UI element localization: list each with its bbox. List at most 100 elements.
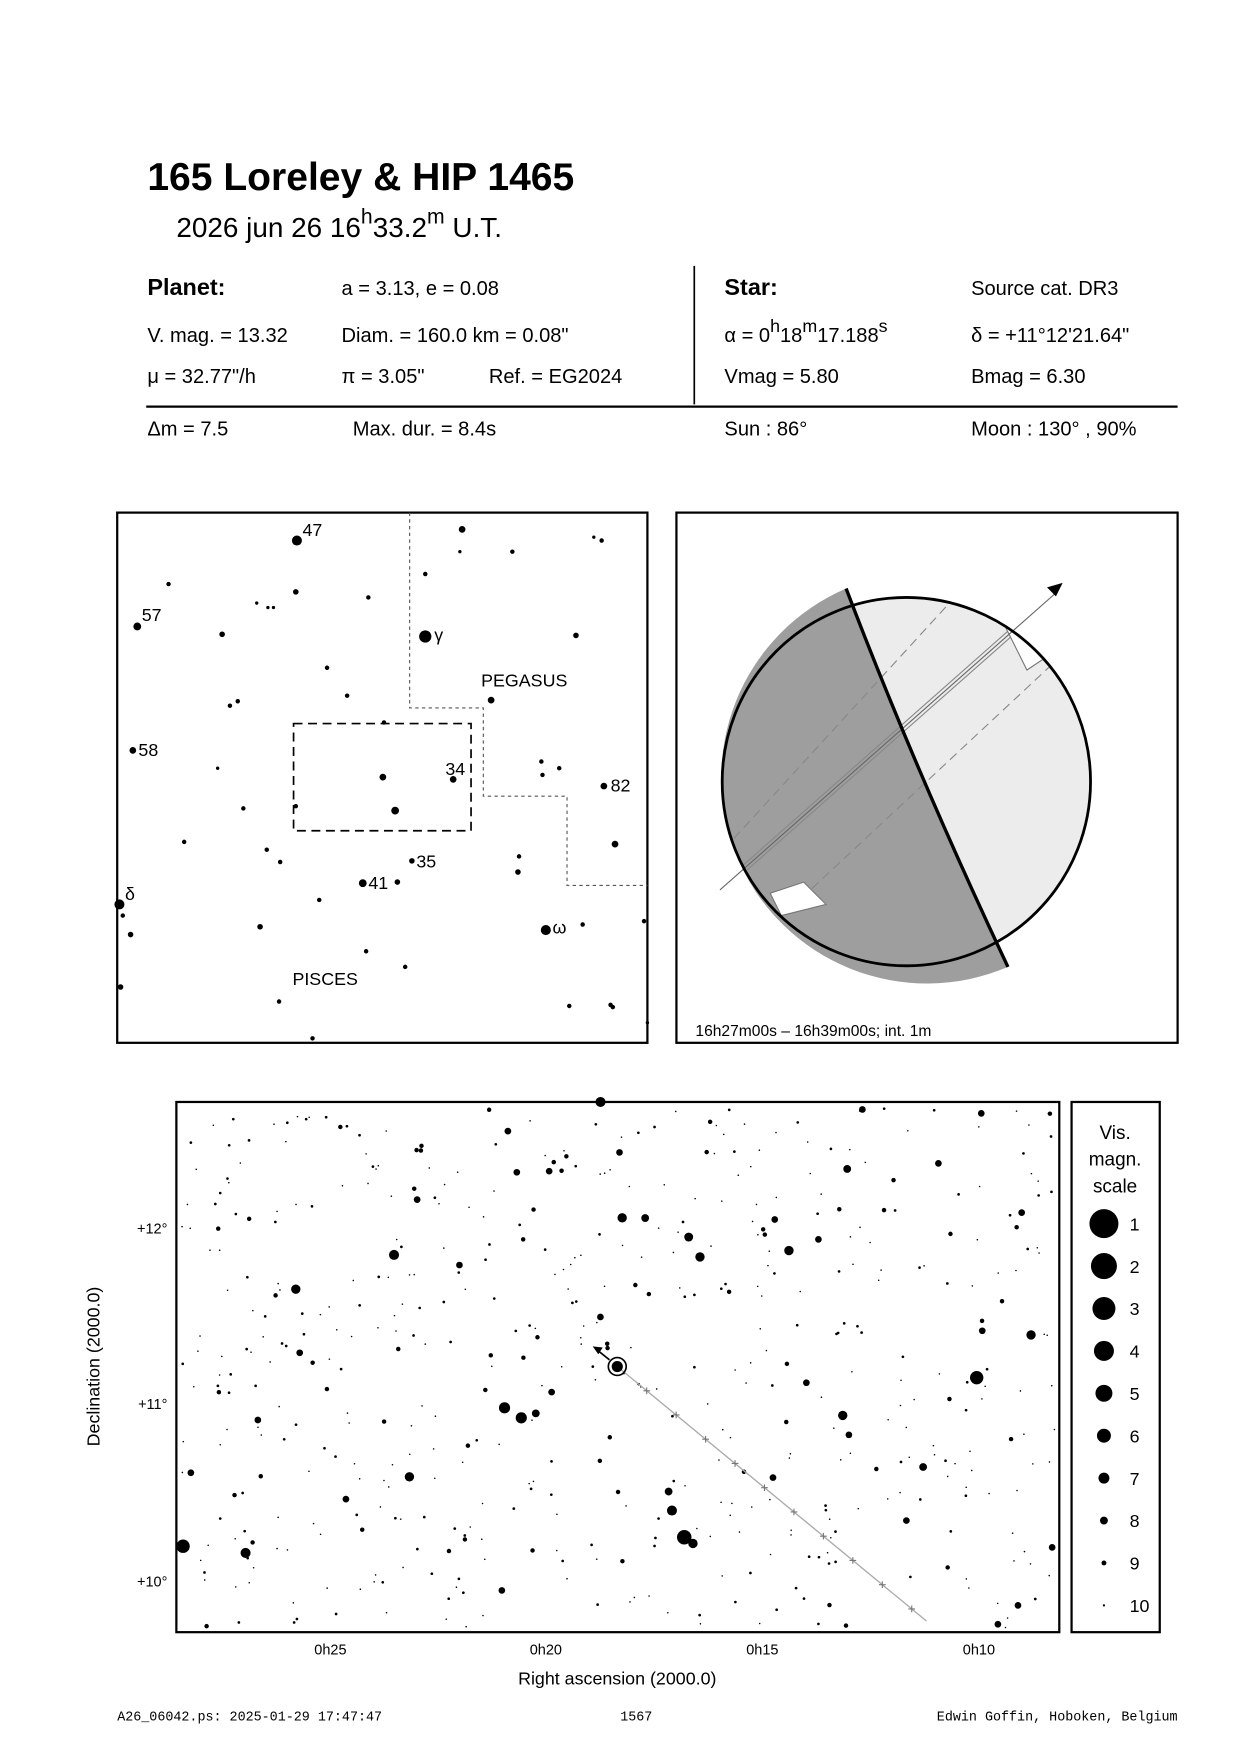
star (455, 1586, 458, 1588)
star (724, 1282, 727, 1286)
star (837, 1207, 842, 1212)
star (252, 1566, 255, 1569)
star (1008, 1436, 1014, 1442)
star (657, 1227, 660, 1229)
star (486, 1107, 492, 1113)
star (273, 1123, 275, 1125)
star (1006, 1617, 1009, 1619)
star (482, 1216, 485, 1218)
star (218, 1191, 222, 1195)
star (620, 1136, 623, 1138)
star (759, 1328, 762, 1330)
star (1019, 1390, 1022, 1392)
moon: Moon : 130° , 90% (971, 419, 1137, 441)
path-mark (820, 1532, 827, 1540)
path-mark (643, 1387, 651, 1395)
star (488, 1353, 494, 1358)
star (389, 1249, 400, 1260)
star (277, 1516, 279, 1519)
globe-outline (720, 596, 1092, 968)
star (954, 1462, 956, 1465)
star (189, 1227, 191, 1230)
star (328, 1306, 330, 1308)
star (944, 1459, 947, 1463)
star (250, 1351, 252, 1353)
star (999, 1298, 1005, 1304)
star (756, 1285, 759, 1288)
star (784, 1419, 789, 1425)
star (857, 1507, 860, 1510)
star (1048, 1461, 1051, 1463)
finder-chart: 47 57 58 γ PEGASUS 34 82 35 41 δ ω PISCE… (114, 511, 650, 1044)
star (433, 1477, 436, 1480)
frame (1070, 1100, 1161, 1634)
star (433, 1196, 437, 1200)
star (481, 1502, 484, 1505)
star (743, 1123, 746, 1125)
star (510, 549, 515, 554)
star (1048, 1543, 1056, 1551)
star (521, 1355, 526, 1360)
star (1014, 1224, 1019, 1230)
star (1037, 1180, 1039, 1182)
star (514, 1329, 518, 1333)
star (544, 1154, 546, 1157)
star-label: 41 (368, 873, 388, 893)
star (603, 1172, 606, 1174)
star (421, 1405, 423, 1407)
star (580, 1254, 582, 1257)
star (247, 1139, 251, 1142)
star (775, 1196, 778, 1199)
star (276, 999, 282, 1004)
star (513, 1168, 521, 1176)
star (663, 1184, 666, 1186)
star (1033, 1597, 1037, 1601)
star (755, 1203, 758, 1206)
star (838, 1410, 848, 1421)
star (919, 1463, 928, 1471)
star (129, 747, 137, 754)
night-side (721, 588, 1008, 984)
star (494, 1142, 498, 1146)
star (492, 1297, 496, 1300)
star (1016, 1489, 1018, 1492)
star (559, 1168, 564, 1173)
star (432, 1448, 435, 1450)
star (443, 1247, 445, 1249)
terminator (844, 587, 1010, 968)
scale-label: 9 (1130, 1554, 1140, 1574)
star (815, 1236, 822, 1243)
star (699, 1623, 702, 1625)
star (842, 1321, 846, 1325)
star (852, 1263, 854, 1266)
star (611, 840, 619, 848)
star (1008, 1213, 1012, 1217)
star (599, 1173, 601, 1175)
star (1043, 1333, 1046, 1336)
star (869, 1241, 871, 1244)
star (291, 1284, 301, 1294)
star (363, 949, 369, 954)
star (978, 1327, 986, 1335)
star (528, 1482, 530, 1485)
star (551, 1159, 556, 1165)
star (771, 1216, 779, 1223)
star (719, 1287, 723, 1291)
star (133, 622, 142, 631)
star (279, 1289, 281, 1291)
star (923, 1265, 925, 1267)
star (227, 703, 233, 708)
star (181, 1471, 184, 1474)
scale-title: scale (1093, 1176, 1137, 1197)
star (449, 776, 457, 783)
star (645, 1021, 650, 1025)
star (1023, 1433, 1025, 1435)
star (1037, 1194, 1040, 1197)
star (769, 1498, 771, 1501)
star (324, 1386, 330, 1392)
scale-label: 10 (1130, 1596, 1150, 1616)
y-axis-label: Declination (2000.0) (83, 1287, 103, 1447)
star (457, 1271, 461, 1274)
star (688, 1538, 698, 1549)
star (655, 1388, 658, 1390)
